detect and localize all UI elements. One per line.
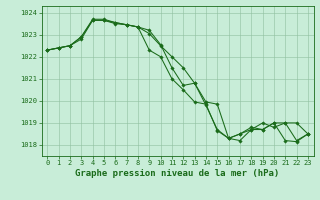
X-axis label: Graphe pression niveau de la mer (hPa): Graphe pression niveau de la mer (hPa) bbox=[76, 169, 280, 178]
